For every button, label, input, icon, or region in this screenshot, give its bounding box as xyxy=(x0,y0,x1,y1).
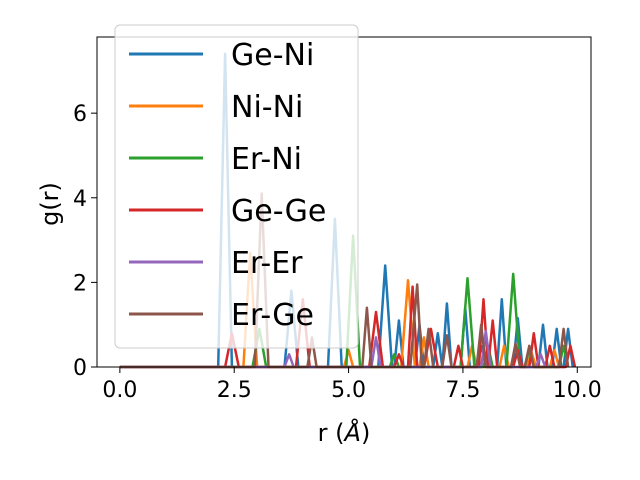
legend-entry-er-er: Er-Er xyxy=(129,246,303,281)
y-axis-label: g(r) xyxy=(36,182,64,226)
legend-label: Er-Er xyxy=(231,246,303,281)
y-tick-label: 6 xyxy=(73,102,87,127)
legend-entry-ni-ni: Ni-Ni xyxy=(129,90,303,125)
x-tick-label: 5.0 xyxy=(331,378,366,403)
legend-label: Er-Ni xyxy=(231,142,302,177)
x-tick-label: 2.5 xyxy=(217,378,252,403)
legend-label: Ge-Ge xyxy=(231,194,326,229)
y-axis-ticks: 0 2 4 6 xyxy=(73,102,97,381)
y-tick-label: 2 xyxy=(73,271,87,296)
y-tick-label: 4 xyxy=(73,187,87,212)
x-tick-label: 7.5 xyxy=(445,378,480,403)
x-axis-label-close: ) xyxy=(361,419,370,447)
x-axis-label-unit: Å xyxy=(343,418,361,447)
legend-entry-er-ni: Er-Ni xyxy=(129,142,302,177)
legend-entry-ge-ni: Ge-Ni xyxy=(129,38,314,73)
x-tick-label: 10.0 xyxy=(553,378,602,403)
x-axis-label: r (Å) xyxy=(318,418,371,447)
legend-label: Ge-Ni xyxy=(231,38,314,73)
x-axis-ticks: 0.0 2.5 5.0 7.5 10.0 xyxy=(102,367,602,403)
legend-entry-er-ge: Er-Ge xyxy=(129,298,314,333)
legend: Ge-Ni Ni-Ni Er-Ni Ge-Ge Er-Er Er-Ge xyxy=(114,24,359,349)
legend-entries: Ge-Ni Ni-Ni Er-Ni Ge-Ge Er-Er Er-Ge xyxy=(129,38,326,333)
x-tick-label: 0.0 xyxy=(102,378,137,403)
y-tick-label: 0 xyxy=(73,356,87,381)
legend-label: Ni-Ni xyxy=(231,90,303,125)
legend-entry-ge-ge: Ge-Ge xyxy=(129,194,326,229)
x-axis-label-text: r ( xyxy=(318,419,345,447)
legend-label: Er-Ge xyxy=(231,298,314,333)
